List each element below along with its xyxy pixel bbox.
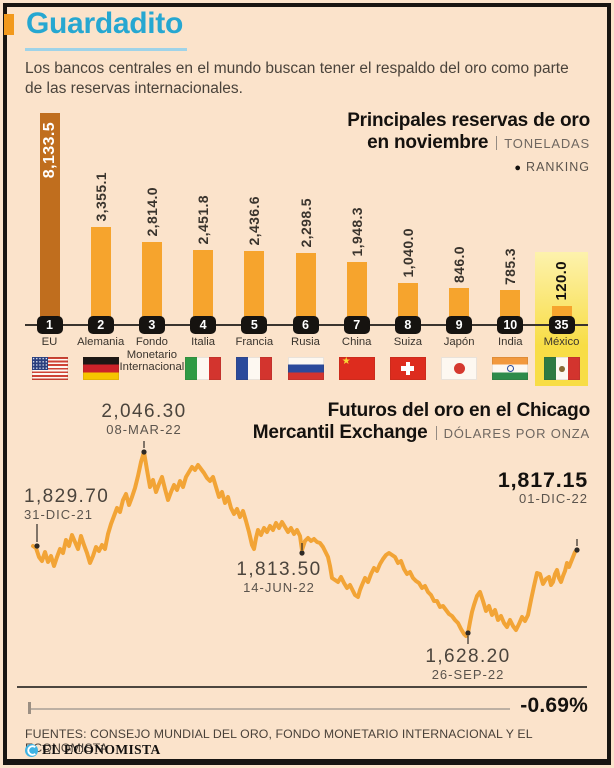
annotation-date: 08-MAR-22 <box>106 422 182 437</box>
annotation-value: 1,628.20 <box>425 646 511 667</box>
mx-flag-detail <box>559 366 565 372</box>
ranking-dot-icon: ● <box>514 162 523 174</box>
bar-chart-title-line1: Principales reservas de oro <box>347 110 590 131</box>
country-label-italia: Italia <box>191 336 216 348</box>
footer-divider <box>17 686 587 688</box>
it-flag-icon <box>185 357 222 380</box>
rank-badge-rusia: 6 <box>292 316 319 334</box>
country-label-china: China <box>341 336 372 348</box>
bar-rusia <box>295 253 316 325</box>
brand-name: EL ECONOMISTA <box>42 742 161 757</box>
bar-chart-unit: TONELADAS <box>504 136 590 151</box>
rank-badge-china: 7 <box>343 316 370 334</box>
mx-flag-icon <box>543 357 580 380</box>
rank-badge-italia: 4 <box>190 316 217 334</box>
in-flag-icon <box>492 357 529 380</box>
annotation-value: 1,817.15 <box>497 468 588 492</box>
ru-flag-icon <box>287 357 324 380</box>
bar-eu <box>39 113 60 325</box>
ch-flag-detail <box>401 366 415 371</box>
ch-flag-icon <box>389 357 426 380</box>
country-label-india: India <box>498 336 523 348</box>
in-flag-detail <box>506 365 514 372</box>
bar-suiza <box>397 283 418 325</box>
us-flag-icon <box>31 357 68 380</box>
annotation-date: 14-JUN-22 <box>243 580 315 595</box>
line-chart-title-line2: Mercantil Exchange DÓLARES POR ONZA <box>252 422 590 443</box>
annotation-08-mar-22: 2,046.30 08-MAR-22 <box>64 401 224 438</box>
annotation-14-jun-22: 1,813.50 14-JUN-22 <box>199 559 359 596</box>
country-label-fondo-monetario-internacional: Fondo Monetario Internacional <box>119 336 185 374</box>
rank-badge-india: 10 <box>497 316 524 334</box>
bar-chart-title-line2: en noviembre TONELADAS <box>367 132 590 153</box>
gold-price-line <box>31 450 579 638</box>
timeline-slider-cap <box>28 702 31 714</box>
rank-badge-suiza: 8 <box>394 316 421 334</box>
el-economista-icon <box>25 743 38 757</box>
annotation-dot <box>34 543 40 549</box>
country-label-francia: Francia <box>235 336 274 348</box>
annotation-value: 1,829.70 <box>24 486 110 507</box>
bar-francia <box>244 251 265 325</box>
rank-badge-fondo-monetario-internacional: 3 <box>138 316 165 334</box>
country-label-japon: Japón <box>443 336 475 348</box>
country-label-rusia: Rusia <box>291 336 320 348</box>
jp-flag-detail <box>453 363 465 374</box>
country-label-alemania: Alemania <box>77 336 125 348</box>
bar-china <box>346 262 367 325</box>
annotation-dot <box>574 547 580 553</box>
fr-flag-icon <box>236 357 273 380</box>
orange-accent-square <box>4 14 14 35</box>
rank-badge-francia: 5 <box>241 316 268 334</box>
us-flag-detail <box>31 357 48 370</box>
pipe-separator <box>435 426 437 440</box>
annotation-date: 26-SEP-22 <box>431 667 505 682</box>
line-chart-title-line1: Futuros del oro en el Chicago <box>327 400 591 421</box>
page-title: Guardadito <box>26 7 184 40</box>
country-label-suiza: Suiza <box>393 336 423 348</box>
change-percent: -0.69% <box>520 694 588 717</box>
annotation-date: 31-DIC-21 <box>24 507 93 522</box>
title-underline <box>25 48 187 51</box>
cn-flag-detail: ★ <box>341 356 351 367</box>
country-label-eu: EU <box>41 336 58 348</box>
bar-chart-header: Principales reservas de oro en noviembre… <box>347 110 590 174</box>
rank-badge-alemania: 2 <box>87 316 114 334</box>
sources-text: FUENTES: CONSEJO MUNDIAL DEL ORO, FONDO … <box>25 727 533 755</box>
pipe-separator <box>496 136 498 150</box>
annotation-31-dic-21: 1,829.70 31-DIC-21 <box>24 486 154 523</box>
bar-japon <box>449 288 470 325</box>
country-label-mexico: México <box>543 336 580 348</box>
rank-badge-eu: 1 <box>36 316 63 334</box>
annotation-dot <box>141 449 147 455</box>
annotation-dot <box>299 550 305 556</box>
intro-text: Los bancos centrales en el mundo buscan … <box>25 60 569 98</box>
annotation-26-sep-22: 1,628.20 26-SEP-22 <box>388 646 548 683</box>
annotation-01-dic-22: 1,817.15 01-DIC-22 <box>428 468 588 507</box>
ranking-legend: ● RANKING <box>514 160 590 174</box>
annotation-dot <box>465 630 471 636</box>
bar-italia <box>193 250 214 325</box>
jp-flag-icon <box>441 357 478 380</box>
brand-logo: EL ECONOMISTA <box>25 742 161 758</box>
annotation-date: 01-DIC-22 <box>519 491 588 506</box>
annotation-value: 1,813.50 <box>236 559 322 580</box>
bar-alemania <box>90 227 111 325</box>
cn-flag-icon: ★ <box>338 356 375 380</box>
de-flag-icon <box>82 357 119 380</box>
line-chart-header: Futuros del oro en el Chicago Mercantil … <box>253 400 590 445</box>
rank-badge-mexico: 35 <box>548 316 575 334</box>
line-chart-unit: DÓLARES POR ONZA <box>443 426 590 441</box>
timeline-slider-track <box>28 708 510 710</box>
bar-fondo-monetario-internacional <box>141 242 162 325</box>
annotation-value: 2,046.30 <box>101 401 187 422</box>
rank-badge-japon: 9 <box>446 316 473 334</box>
